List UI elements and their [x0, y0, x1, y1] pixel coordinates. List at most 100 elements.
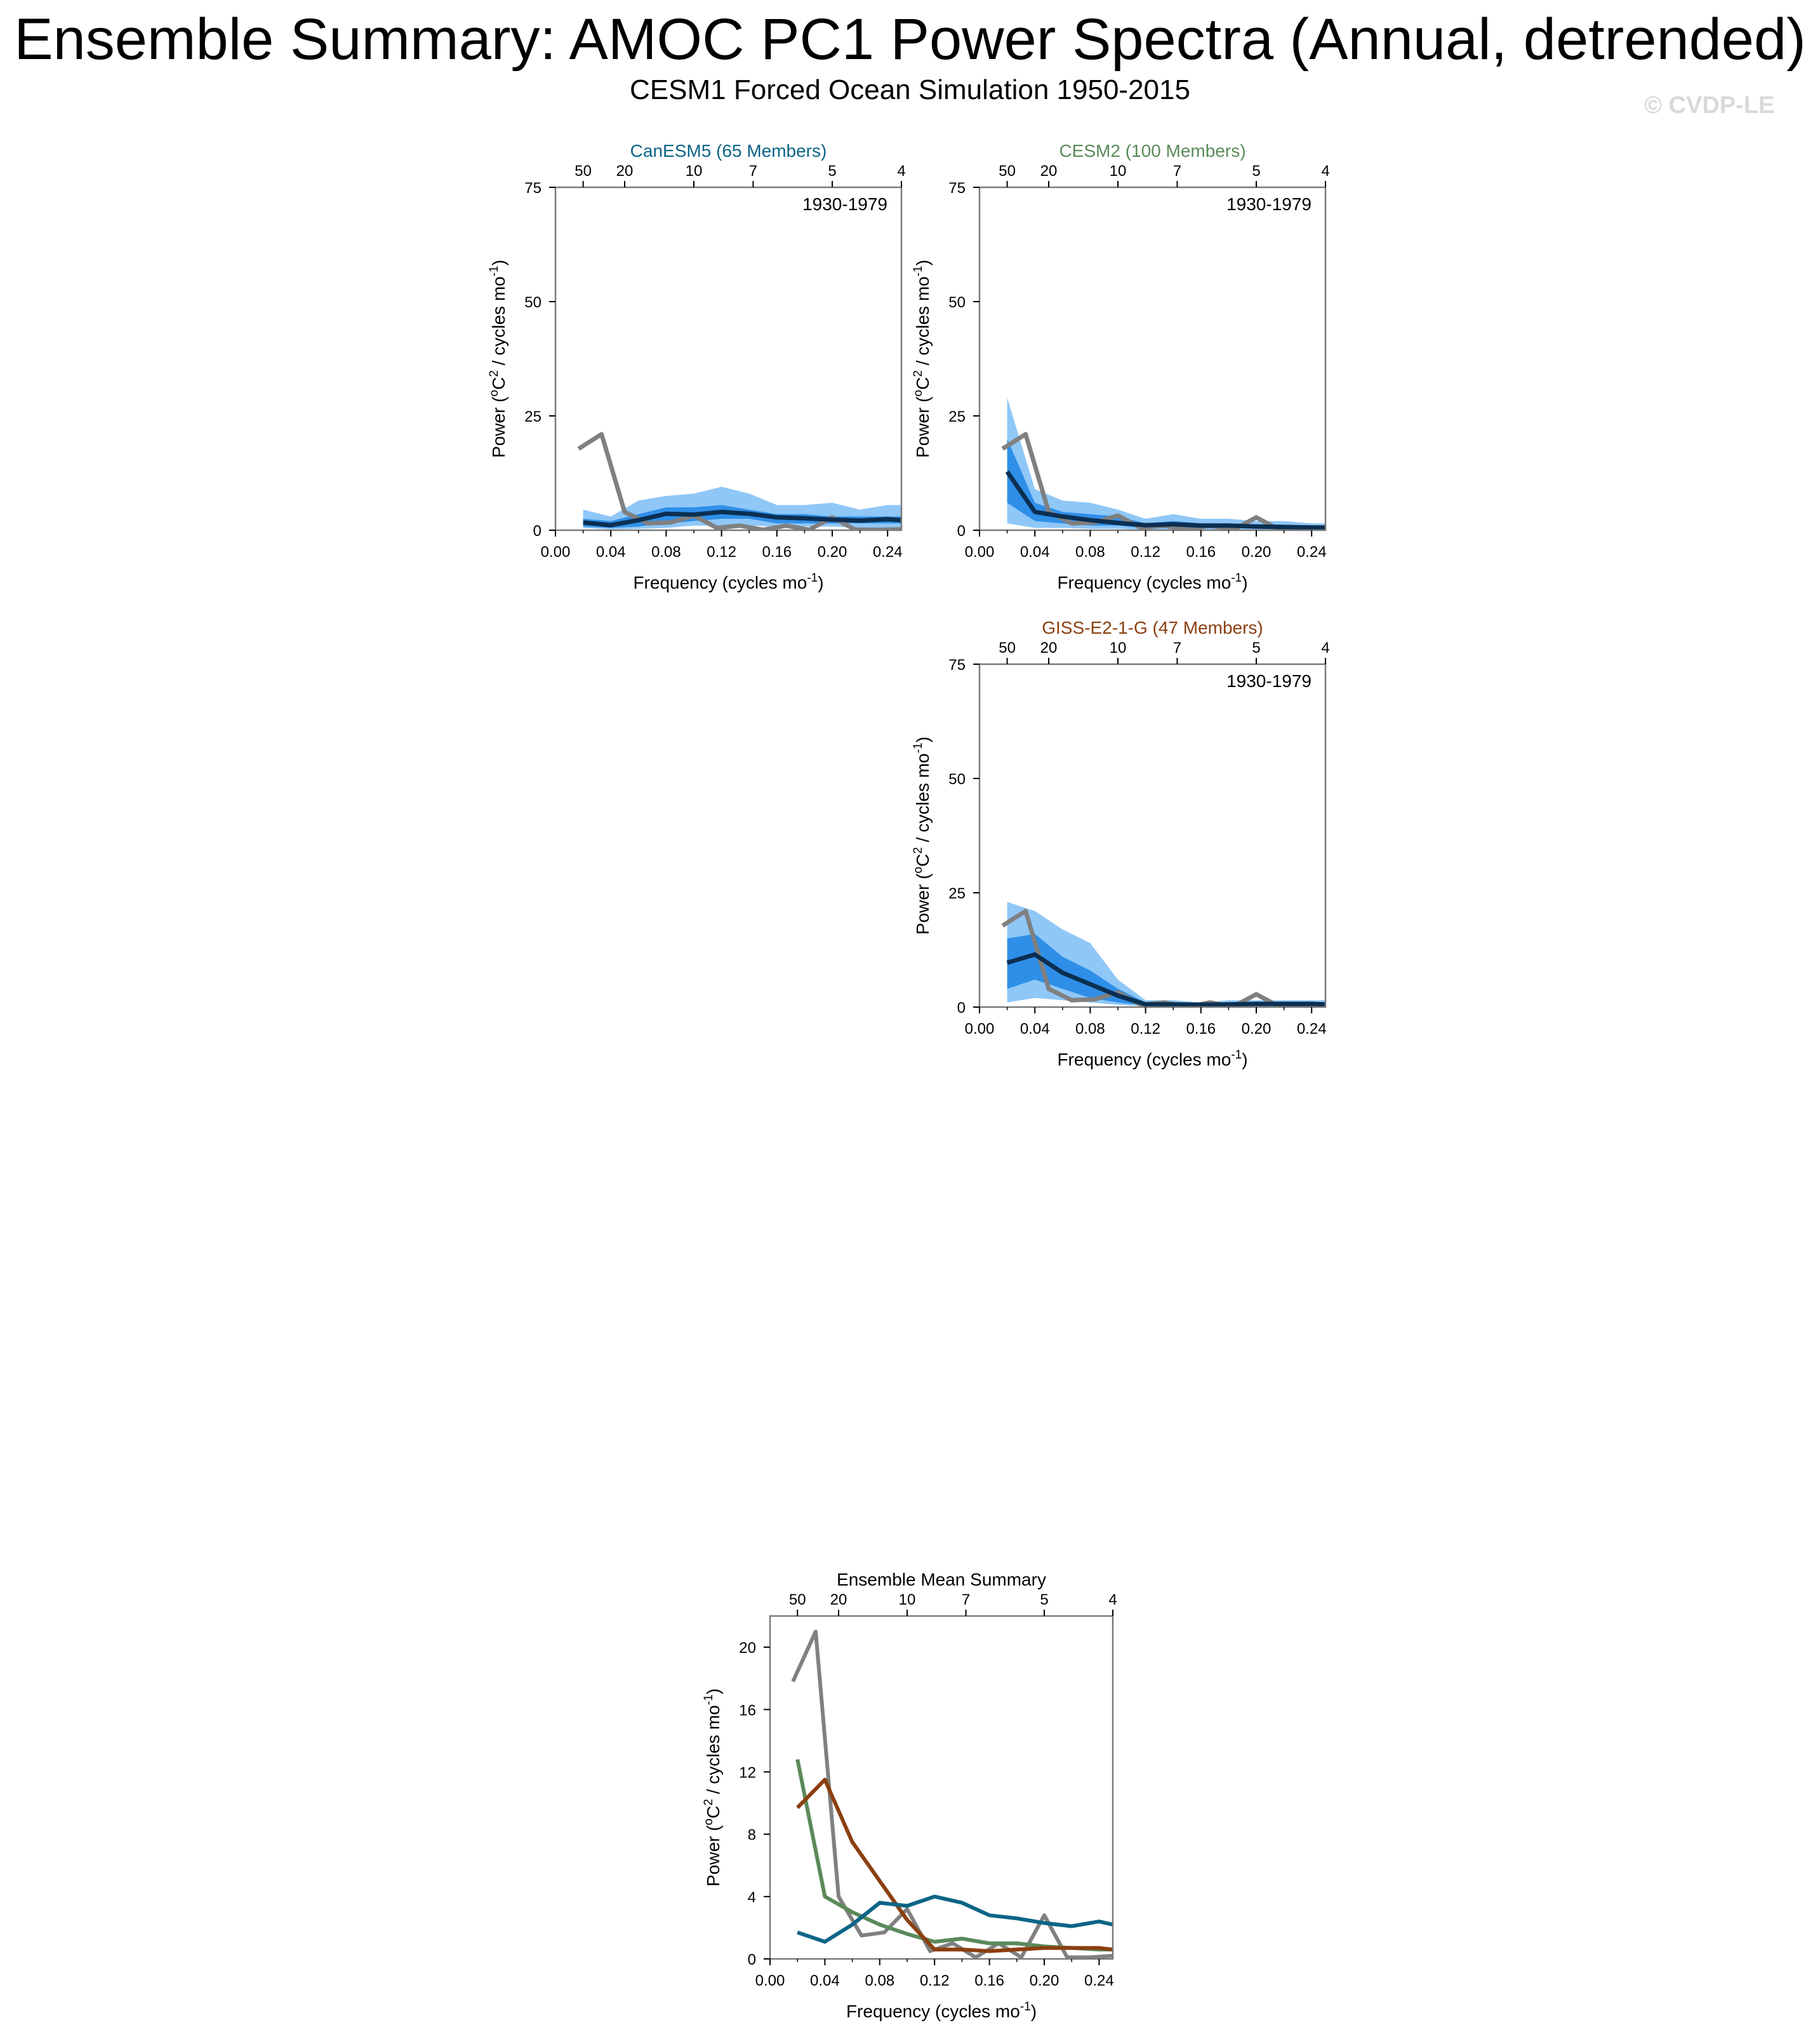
x-tick-label: 0.24: [873, 544, 903, 561]
plot-area: [791, 1629, 1113, 1959]
series-line-0: [791, 1629, 1113, 1959]
watermark: © CVDP-LE: [1644, 92, 1775, 119]
period-label: 1930-1979: [802, 194, 887, 214]
x-tick-label: 0.08: [651, 544, 681, 561]
y-tick-label: 0: [748, 1951, 756, 1968]
y-tick-label: 75: [948, 657, 966, 674]
top-tick-label: 4: [897, 163, 905, 180]
plot-frame: [978, 663, 1327, 1008]
x-tick-label: 0.04: [596, 544, 626, 561]
x-tick-label: 0.24: [1084, 1972, 1114, 1989]
x-tick-label: 0.04: [1020, 544, 1050, 561]
top-tick-label: 7: [1173, 163, 1181, 180]
series-line-1: [795, 1759, 1113, 1952]
series-line-ensemble-mean: [1005, 470, 1325, 530]
y-axis-label: Power (oC2 / cycles mo-1): [912, 737, 933, 935]
top-tick-label: 50: [575, 163, 592, 180]
x-tick-label: 0.08: [1075, 1020, 1105, 1038]
spread-band-inner: [1007, 933, 1325, 1006]
top-tick-label: 10: [1110, 639, 1127, 657]
period-label: 1930-1979: [1226, 671, 1312, 691]
x-tick-label: 0.12: [920, 1972, 950, 1989]
top-tick-label: 10: [1110, 163, 1127, 180]
y-tick-label: 75: [948, 180, 966, 197]
x-tick-label: 0.04: [810, 1972, 840, 1989]
x-axis-label: Frequency (cycles mo-1): [1057, 1048, 1247, 1069]
plot-frame: [769, 1615, 1114, 1960]
x-tick-label: 0.12: [707, 544, 736, 561]
top-tick-label: 10: [686, 163, 703, 180]
top-tick-label: 10: [899, 1591, 916, 1608]
top-tick-label: 7: [749, 163, 757, 180]
y-tick-label: 0: [957, 523, 966, 540]
x-tick-label: 0.12: [1131, 544, 1160, 561]
top-tick-label: 20: [1040, 163, 1058, 180]
top-tick-label: 5: [1040, 1591, 1048, 1608]
top-tick-label: 50: [789, 1591, 806, 1608]
x-tick-label: 0.24: [1297, 1020, 1327, 1038]
top-tick-label: 5: [1252, 163, 1260, 180]
x-tick-label: 0.00: [965, 544, 995, 561]
x-tick-label: 0.00: [755, 1972, 785, 1989]
x-tick-label: 0.00: [541, 544, 571, 561]
x-tick-label: 0.20: [1030, 1972, 1059, 1989]
y-tick-label: 8: [748, 1827, 756, 1844]
plot-area: [1001, 902, 1325, 1007]
top-tick-label: 50: [999, 639, 1016, 657]
y-tick-label: 50: [948, 771, 966, 788]
y-tick-label: 50: [524, 294, 541, 311]
top-tick-label: 20: [830, 1591, 847, 1608]
top-tick-label: 7: [1173, 639, 1181, 657]
plot-frame: [554, 186, 903, 531]
x-tick-label: 0.20: [1242, 1020, 1272, 1038]
y-tick-label: 16: [739, 1702, 756, 1719]
panel-title: CanESM5 (65 Members): [630, 141, 827, 161]
x-axis-label: Frequency (cycles mo-1): [633, 571, 823, 592]
series-line-ensemble-mean: [583, 509, 901, 528]
x-axis-label: Frequency (cycles mo-1): [846, 2000, 1037, 2021]
period-label: 1930-1979: [1226, 194, 1312, 214]
y-tick-label: 75: [524, 180, 541, 197]
x-tick-label: 0.00: [965, 1020, 995, 1038]
plot-area: [577, 432, 901, 530]
chart-summary: 0.00 0.04 0.08 0.12 0.16 0.20 0.24 0 4 8 12 16 20 50 2…: [702, 1570, 1117, 2021]
page-title: Ensemble Summary: AMOC PC1 Power Spectra…: [14, 7, 1806, 72]
y-tick-label: 4: [748, 1889, 756, 1906]
top-tick-label: 4: [1321, 163, 1329, 180]
spread-band-inner: [1007, 439, 1325, 529]
x-tick-label: 0.20: [818, 544, 847, 561]
y-tick-label: 0: [957, 999, 966, 1017]
panel-title: Ensemble Mean Summary: [837, 1570, 1046, 1589]
x-tick-label: 0.16: [1186, 544, 1216, 561]
y-axis-label: Power (oC2 / cycles mo-1): [488, 260, 508, 458]
top-tick-label: 7: [962, 1591, 970, 1608]
top-tick-label: 20: [616, 163, 634, 180]
y-tick-label: 12: [739, 1764, 756, 1781]
plot-frame: [978, 186, 1327, 531]
x-tick-label: 0.16: [762, 544, 792, 561]
top-tick-label: 20: [1040, 639, 1058, 657]
x-axis-label: Frequency (cycles mo-1): [1057, 571, 1247, 592]
x-tick-label: 0.24: [1297, 544, 1327, 561]
top-tick-label: 50: [999, 163, 1016, 180]
y-tick-label: 0: [533, 523, 541, 540]
panel-title: CESM2 (100 Members): [1059, 141, 1245, 161]
y-tick-label: 25: [948, 408, 966, 425]
y-tick-label: 20: [739, 1640, 756, 1657]
y-tick-label: 50: [948, 294, 966, 311]
plot-area: [1001, 397, 1325, 530]
top-tick-label: 5: [828, 163, 836, 180]
x-tick-label: 0.16: [974, 1972, 1004, 1989]
x-tick-label: 0.08: [1075, 544, 1105, 561]
y-axis-label: Power (oC2 / cycles mo-1): [702, 1688, 723, 1887]
series-line-3: [797, 1894, 1113, 1944]
x-tick-label: 0.04: [1020, 1020, 1050, 1038]
x-tick-label: 0.16: [1186, 1020, 1216, 1038]
page-subtitle: CESM1 Forced Ocean Simulation 1950-2015: [630, 74, 1190, 105]
series-line-observed: [577, 432, 901, 530]
series-line-2: [796, 1777, 1113, 1953]
